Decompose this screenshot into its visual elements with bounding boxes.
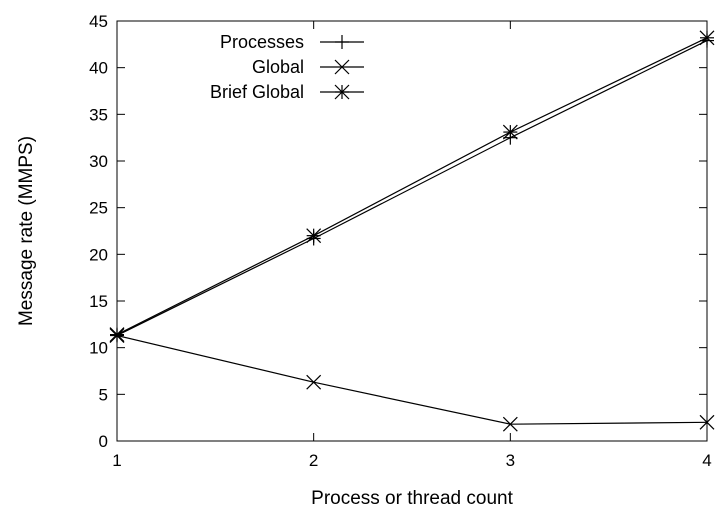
- series-brief-global: [109, 30, 715, 343]
- y-tick-label: 5: [99, 385, 108, 404]
- y-axis: 0 5 10 15 20 25 30 35 40 45: [89, 12, 707, 451]
- y-tick-label: 40: [89, 59, 108, 78]
- x-tick-label: 3: [506, 451, 515, 470]
- plot-frame: [116, 20, 708, 442]
- legend-marker-global: [334, 59, 350, 75]
- data-point-brief-global: [109, 327, 125, 343]
- legend-item-processes: Processes: [220, 32, 364, 52]
- y-tick-label: 15: [89, 292, 108, 311]
- series-layer: [109, 30, 715, 432]
- legend-label: Processes: [220, 32, 304, 52]
- data-point-global: [502, 416, 518, 432]
- legend-label: Brief Global: [210, 82, 304, 102]
- series-line-brief-global: [116, 37, 708, 336]
- x-tick-label: 2: [309, 451, 318, 470]
- y-tick-label: 35: [89, 105, 108, 124]
- data-point-global: [699, 414, 715, 430]
- y-tick-label: 25: [89, 199, 108, 218]
- y-tick-label: 0: [99, 432, 108, 451]
- y-axis-label: Message rate (MMPS): [16, 136, 37, 326]
- legend-item-brief-global: Brief Global: [210, 82, 364, 102]
- x-tick-label: 1: [112, 451, 121, 470]
- y-tick-label: 45: [89, 12, 108, 31]
- data-point-global: [306, 374, 322, 390]
- y-tick-label: 10: [89, 339, 108, 358]
- data-point-brief-global: [306, 228, 322, 244]
- data-point-brief-global: [502, 124, 518, 140]
- legend-marker-brief-global: [334, 84, 350, 100]
- series-processes: [110, 33, 714, 343]
- legend: Processes Global Brief Global: [210, 32, 364, 102]
- data-point-brief-global: [699, 30, 715, 46]
- y-tick-label: 30: [89, 152, 108, 171]
- x-axis-label: Process or thread count: [311, 488, 513, 509]
- series-global: [109, 328, 715, 432]
- y-tick-label: 20: [89, 245, 108, 264]
- series-line-global: [116, 334, 708, 425]
- legend-marker-processes: [335, 35, 349, 49]
- series-line-processes: [116, 40, 708, 337]
- legend-item-global: Global: [252, 57, 364, 77]
- x-tick-label: 4: [702, 451, 711, 470]
- legend-label: Global: [252, 57, 304, 77]
- x-axis: 1 2 3 4: [112, 21, 712, 470]
